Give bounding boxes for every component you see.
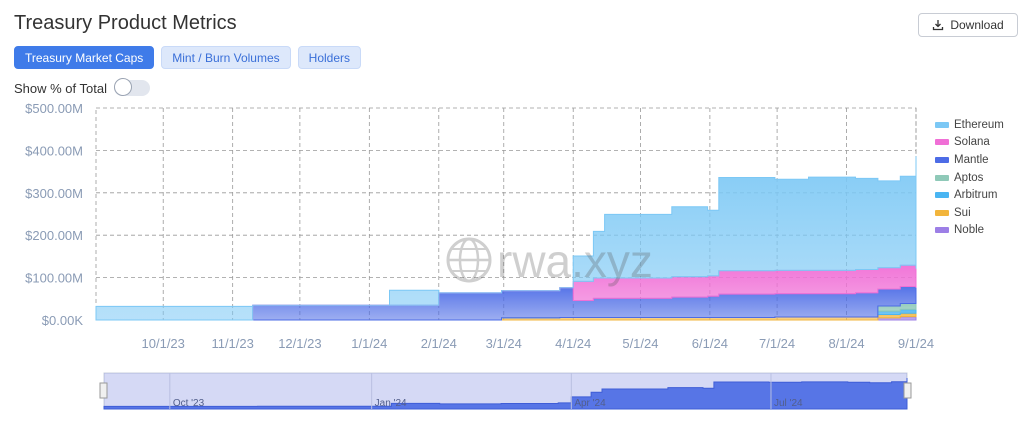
download-icon (933, 20, 944, 31)
watermark-globe-icon (446, 237, 492, 283)
x-tick-label: 1/1/24 (351, 336, 387, 351)
legend-swatch (935, 192, 949, 199)
legend-label: Aptos (954, 171, 984, 184)
legend-swatch (935, 121, 949, 128)
download-button[interactable]: Download (918, 13, 1018, 37)
navigator-label: Jan '24 (375, 398, 407, 409)
axis-ticks: $0.00K $100.00M $200.00M $300.00M $400.00M $5… (25, 101, 934, 351)
range-navigator[interactable]: Oct '23 Jan '24 Apr '24 Jul '24 (99, 372, 912, 410)
legend-label: Mantle (954, 153, 989, 166)
chart-legend: Ethereum Solana Mantle Aptos Arbitrum Sui Nobl… (935, 116, 1004, 239)
percent-toggle-label: Show % of Total (14, 80, 107, 96)
navigator-label: Oct '23 (173, 398, 205, 409)
legend-swatch (935, 174, 949, 181)
download-label: Download (950, 18, 1004, 32)
legend-item-arbitrum[interactable]: Arbitrum (935, 186, 1004, 204)
legend-item-aptos[interactable]: Aptos (935, 169, 1004, 187)
tab-treasury-market-caps[interactable]: Treasury Market Caps (14, 46, 155, 69)
legend-label: Arbitrum (954, 189, 998, 202)
legend-swatch (935, 139, 949, 146)
chart-areas (95, 156, 917, 321)
percent-toggle-row: Show % of Total (14, 78, 150, 96)
navigator-label: Jul '24 (774, 398, 803, 409)
legend-label: Noble (954, 224, 985, 237)
tab-holders[interactable]: Holders (297, 46, 362, 69)
watermark-text: rwa.xyz (497, 235, 653, 287)
x-tick-label: 12/1/23 (278, 336, 321, 351)
chart-grid (95, 107, 917, 321)
navigator-label: Apr '24 (574, 398, 606, 409)
x-tick-label: 3/1/24 (486, 336, 522, 351)
x-tick-label: 4/1/24 (555, 336, 591, 351)
navigator-area (103, 378, 908, 410)
legend-label: Sui (954, 206, 971, 219)
x-tick-label: 2/1/24 (421, 336, 457, 351)
legend-swatch (935, 156, 949, 163)
watermark: rwa.xyz (446, 235, 653, 287)
percent-toggle-knob (113, 78, 132, 96)
metric-tabs: Treasury Market Caps Mint / Burn Volumes… (14, 46, 362, 69)
tab-mint-burn-volumes[interactable]: Mint / Burn Volumes (161, 46, 291, 69)
x-tick-label: 6/1/24 (692, 336, 728, 351)
y-tick-label: $0.00K (42, 313, 84, 328)
legend-item-ethereum[interactable]: Ethereum (935, 116, 1004, 134)
navigator-right-handle[interactable] (903, 382, 912, 399)
legend-item-noble[interactable]: Noble (935, 222, 1004, 240)
legend-label: Solana (954, 136, 990, 149)
x-tick-label: 8/1/24 (828, 336, 864, 351)
page-title: Treasury Product Metrics (14, 12, 237, 34)
navigator-left-handle[interactable] (99, 382, 108, 399)
navigator-selection[interactable] (104, 373, 907, 409)
percent-toggle[interactable] (113, 78, 150, 96)
legend-label: Ethereum (954, 118, 1004, 131)
y-tick-label: $400.00M (25, 143, 83, 158)
legend-swatch (935, 209, 949, 216)
y-tick-label: $100.00M (25, 271, 83, 286)
legend-item-solana[interactable]: Solana (935, 134, 1004, 152)
legend-item-sui[interactable]: Sui (935, 204, 1004, 222)
y-tick-label: $500.00M (25, 101, 83, 116)
y-tick-label: $200.00M (25, 228, 83, 243)
legend-item-mantle[interactable]: Mantle (935, 151, 1004, 169)
y-tick-label: $300.00M (25, 186, 83, 201)
x-tick-label: 7/1/24 (759, 336, 795, 351)
x-tick-label: 5/1/24 (622, 336, 658, 351)
x-tick-label: 9/1/24 (898, 336, 934, 351)
series-area-ethereum[interactable] (95, 156, 917, 321)
legend-swatch (935, 227, 949, 234)
x-tick-label: 11/1/23 (211, 336, 253, 351)
x-tick-label: 10/1/23 (142, 336, 185, 351)
